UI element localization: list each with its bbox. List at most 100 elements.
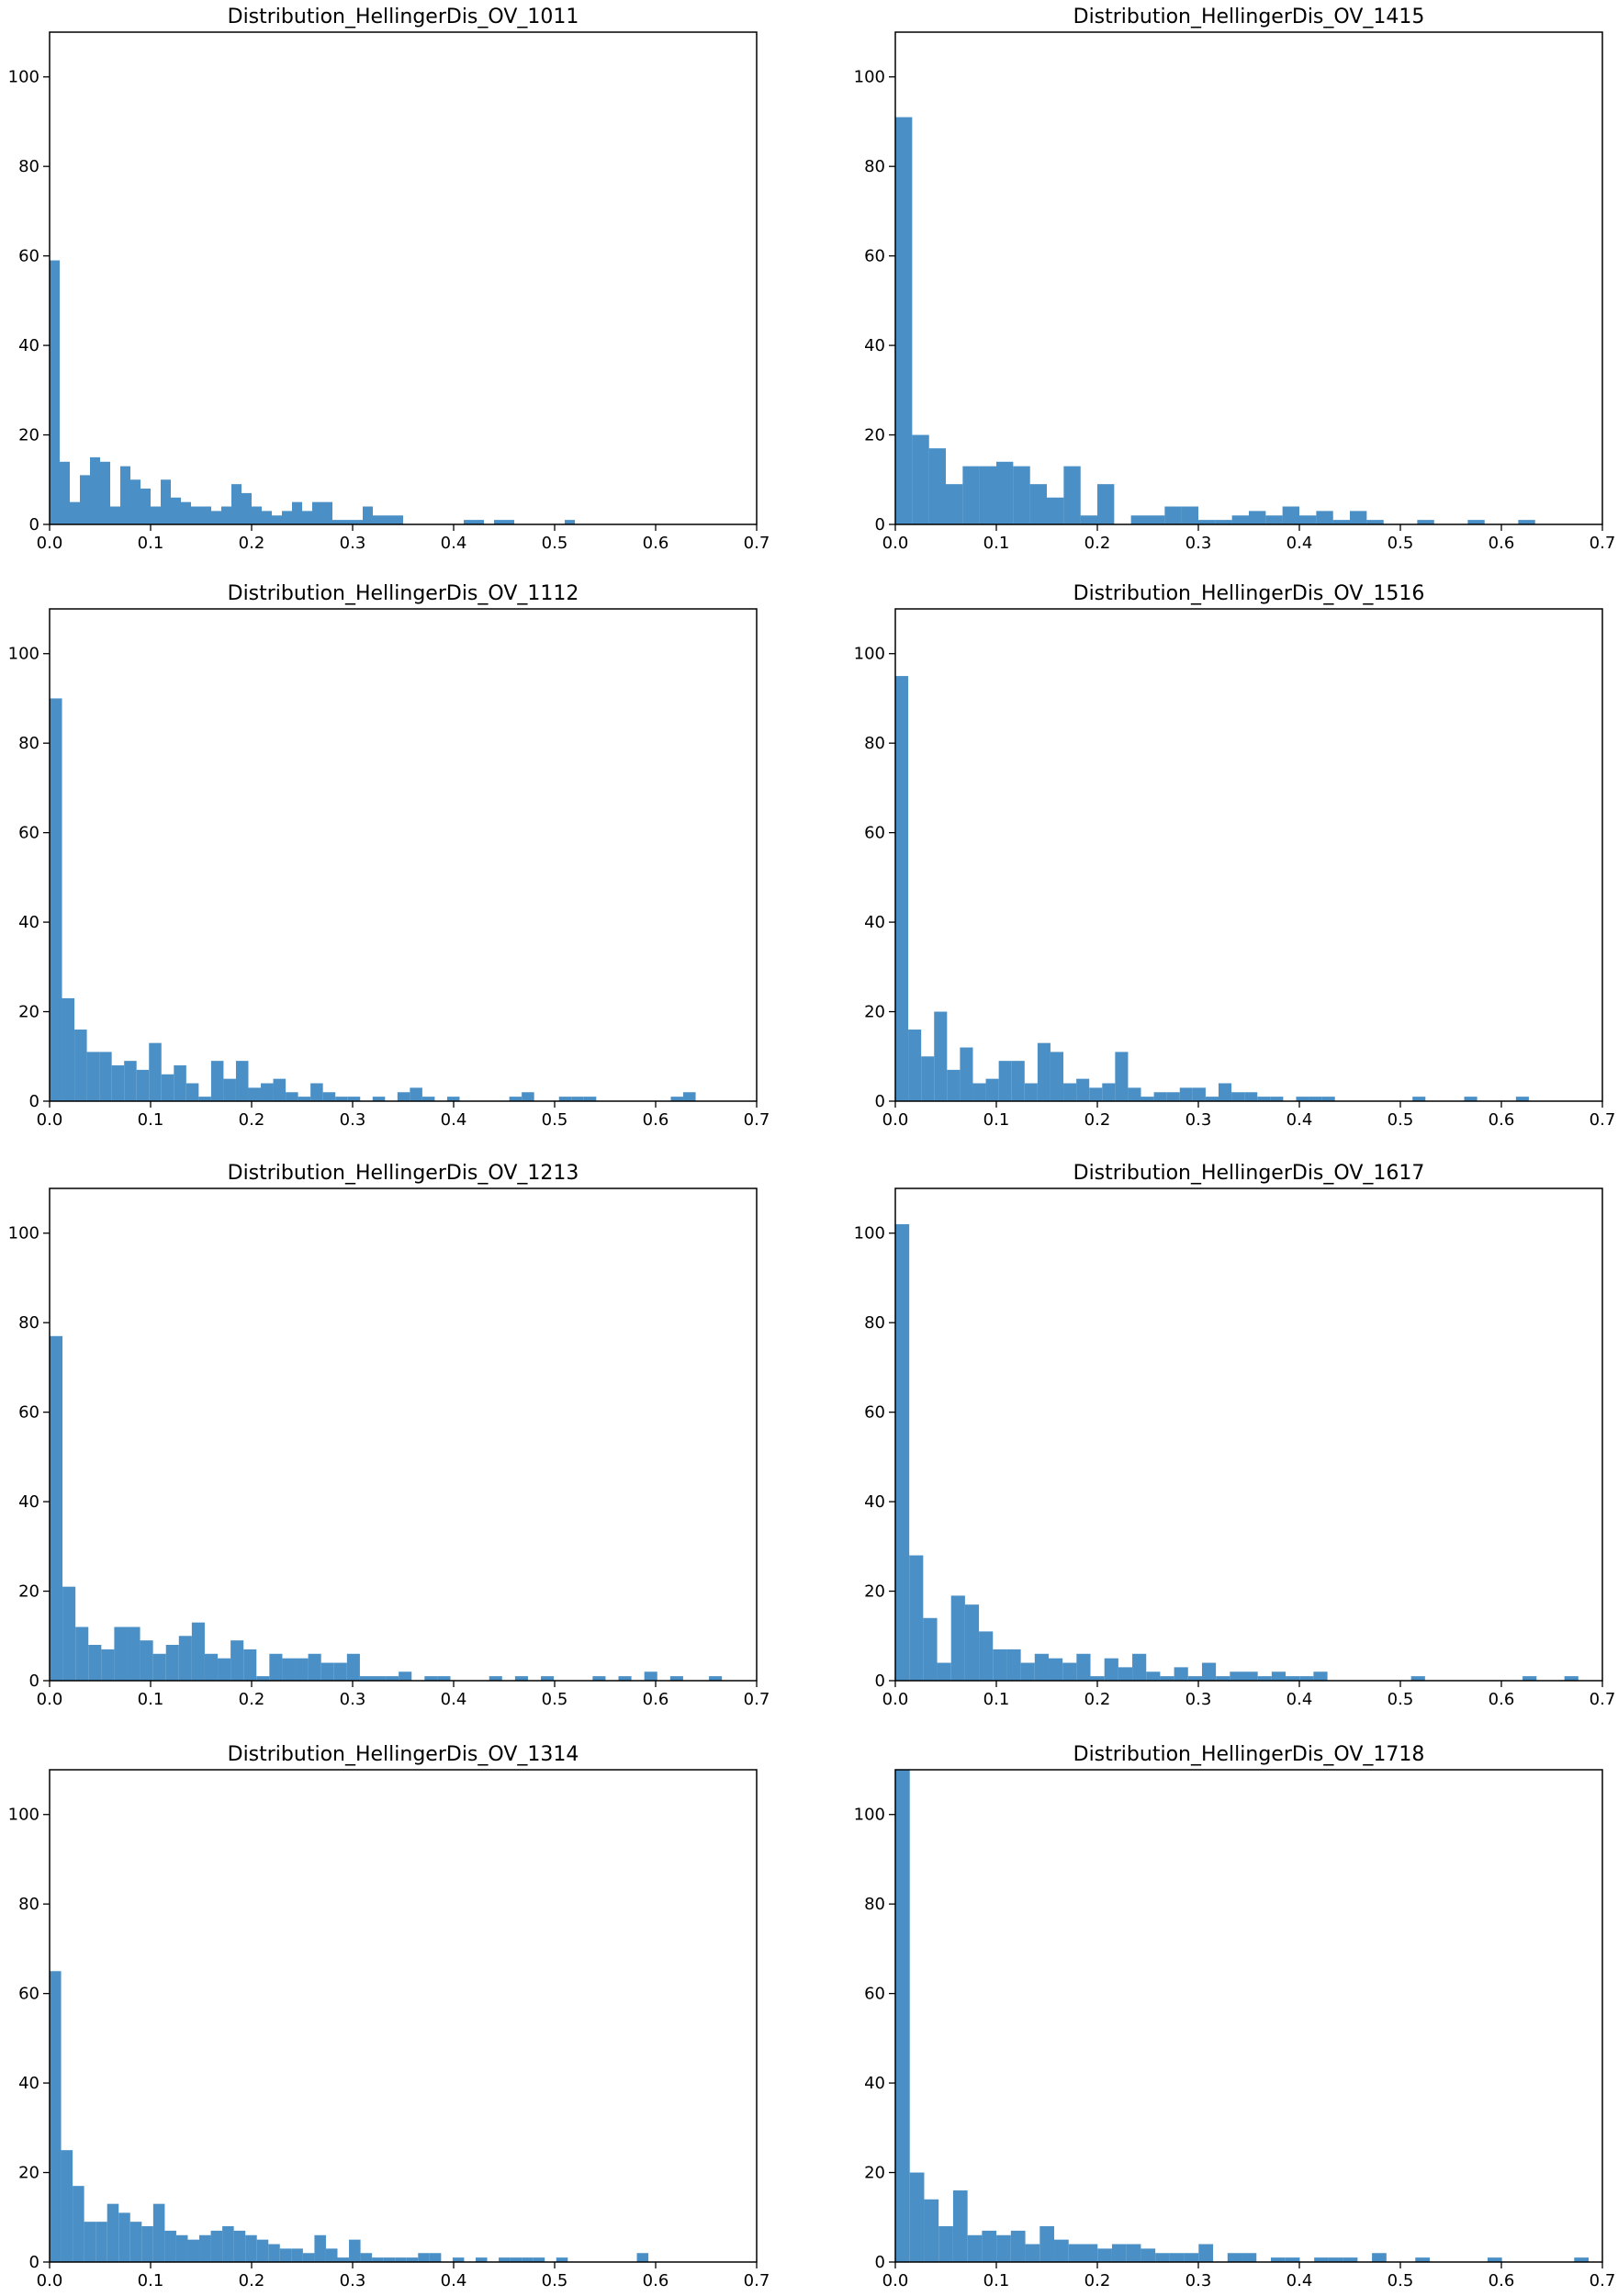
histogram-bar xyxy=(295,1658,309,1681)
histogram-bar xyxy=(127,1626,140,1681)
histogram-bar xyxy=(921,1056,935,1101)
histogram-bar xyxy=(198,1097,211,1101)
y-tick-label: 0 xyxy=(29,2253,39,2272)
histogram-bar xyxy=(359,1676,373,1681)
x-tick-label: 0.0 xyxy=(882,534,909,553)
histogram-bar xyxy=(312,501,322,524)
histogram-bar xyxy=(1244,1092,1258,1101)
histogram-bar xyxy=(418,2253,430,2262)
histogram-bar xyxy=(510,2257,522,2262)
histogram-bar xyxy=(185,1083,199,1101)
histogram-bar xyxy=(1013,466,1030,524)
histogram-bar xyxy=(73,2186,84,2262)
histogram-bar xyxy=(86,1052,100,1101)
histogram-bar xyxy=(235,1061,249,1101)
x-tick-label: 0.1 xyxy=(983,534,1010,553)
histogram-bar xyxy=(504,520,514,524)
histogram-bar xyxy=(1132,1653,1147,1681)
histogram-bar xyxy=(268,2244,280,2262)
histogram-bar xyxy=(1299,1676,1314,1681)
histogram-bar xyxy=(230,1640,244,1681)
y-tick-label: 60 xyxy=(864,247,885,266)
histogram-bar xyxy=(1011,1061,1025,1101)
histogram-panel: Distribution_HellingerDis_OV_1718 0.0 0.1 0… xyxy=(854,1743,1616,2290)
chart-title: Distribution_HellingerDis_OV_1415 xyxy=(1073,6,1425,28)
x-tick-label: 0.6 xyxy=(643,534,669,553)
histogram-bar xyxy=(908,1030,922,1101)
histogram-bar xyxy=(310,1083,323,1101)
histogram-bar xyxy=(1265,515,1283,524)
histogram-bar xyxy=(320,1662,334,1681)
histogram-bar xyxy=(272,515,282,524)
histogram-bar xyxy=(298,1097,311,1101)
histogram-bar xyxy=(644,1671,657,1681)
histogram-bar xyxy=(489,1676,502,1681)
histogram-bar xyxy=(151,506,161,524)
histogram-bar xyxy=(141,2226,153,2262)
chart-title: Distribution_HellingerDis_OV_1213 xyxy=(228,1162,579,1185)
histogram-bar xyxy=(947,1069,961,1101)
histogram-bar xyxy=(360,2253,373,2262)
histogram-bar xyxy=(1006,1649,1021,1681)
histogram-bar xyxy=(337,2257,350,2262)
x-tick-label: 0.2 xyxy=(239,534,265,553)
histogram-bar xyxy=(1257,1097,1271,1101)
histogram-bar xyxy=(1249,511,1266,524)
histogram-bar xyxy=(1118,1667,1133,1681)
histogram-bar xyxy=(248,1087,262,1101)
x-tick-label: 0.3 xyxy=(340,1690,366,1709)
histogram-bar xyxy=(1464,1097,1478,1101)
histogram-bar xyxy=(347,1097,361,1101)
x-tick-label: 0.3 xyxy=(340,2271,366,2290)
x-tick-label: 0.1 xyxy=(138,1690,164,1709)
histogram-bar xyxy=(1201,1662,1217,1681)
histogram-bar xyxy=(343,520,353,524)
histogram-bar xyxy=(302,2253,315,2262)
y-tick-label: 20 xyxy=(864,2164,885,2183)
y-tick-label: 40 xyxy=(18,1492,39,1512)
histogram-bar xyxy=(372,1097,386,1101)
histogram-bar xyxy=(1242,2253,1257,2262)
histogram-bar xyxy=(1076,1653,1091,1681)
histogram-bar xyxy=(967,2234,983,2262)
histogram-bar xyxy=(62,1586,76,1681)
histogram-bar xyxy=(1417,520,1434,524)
histogram-bar xyxy=(221,506,231,524)
histogram-bar xyxy=(1282,506,1299,524)
histogram-bar xyxy=(245,2234,257,2262)
x-tick-label: 0.3 xyxy=(340,1110,366,1130)
x-tick-label: 0.1 xyxy=(138,534,164,553)
histogram-bar xyxy=(1299,515,1317,524)
x-tick-label: 0.0 xyxy=(882,1110,909,1130)
histogram-bar xyxy=(499,2257,511,2262)
histogram-bar xyxy=(571,1097,584,1101)
histogram-panel: Distribution_HellingerDis_OV_1516 0.0 0.1 0… xyxy=(854,582,1616,1130)
x-tick-label: 0.3 xyxy=(1185,1110,1212,1130)
histogram-bar xyxy=(70,501,80,524)
x-tick-label: 0.0 xyxy=(882,2271,909,2290)
x-tick-label: 0.6 xyxy=(643,1110,669,1130)
histogram-bar xyxy=(50,1971,62,2262)
x-tick-label: 0.6 xyxy=(1489,1690,1515,1709)
x-tick-label: 0.1 xyxy=(983,1690,1010,1709)
histogram-bar xyxy=(1104,1658,1118,1681)
histogram-bar xyxy=(1076,1078,1090,1101)
histogram-bar xyxy=(199,2234,211,2262)
histogram-bar xyxy=(709,1676,723,1681)
x-tick-label: 0.2 xyxy=(1084,2271,1111,2290)
histogram-bar xyxy=(1097,484,1115,524)
x-tick-label: 0.3 xyxy=(1185,2271,1212,2290)
histogram-bar xyxy=(322,1092,336,1101)
histogram-bar xyxy=(1179,1087,1193,1101)
x-tick-label: 0.4 xyxy=(1287,534,1313,553)
x-tick-label: 0.3 xyxy=(1185,534,1212,553)
histogram-bar xyxy=(592,1676,606,1681)
histogram-bar xyxy=(243,1649,257,1681)
histogram-bar xyxy=(322,501,332,524)
histogram-bar xyxy=(1219,1083,1232,1101)
histogram-bar xyxy=(895,1770,910,2262)
y-tick-label: 100 xyxy=(8,1806,39,1825)
x-tick-label: 0.0 xyxy=(37,1690,63,1709)
histogram-bar xyxy=(533,2257,545,2262)
histogram-bar xyxy=(332,520,343,524)
